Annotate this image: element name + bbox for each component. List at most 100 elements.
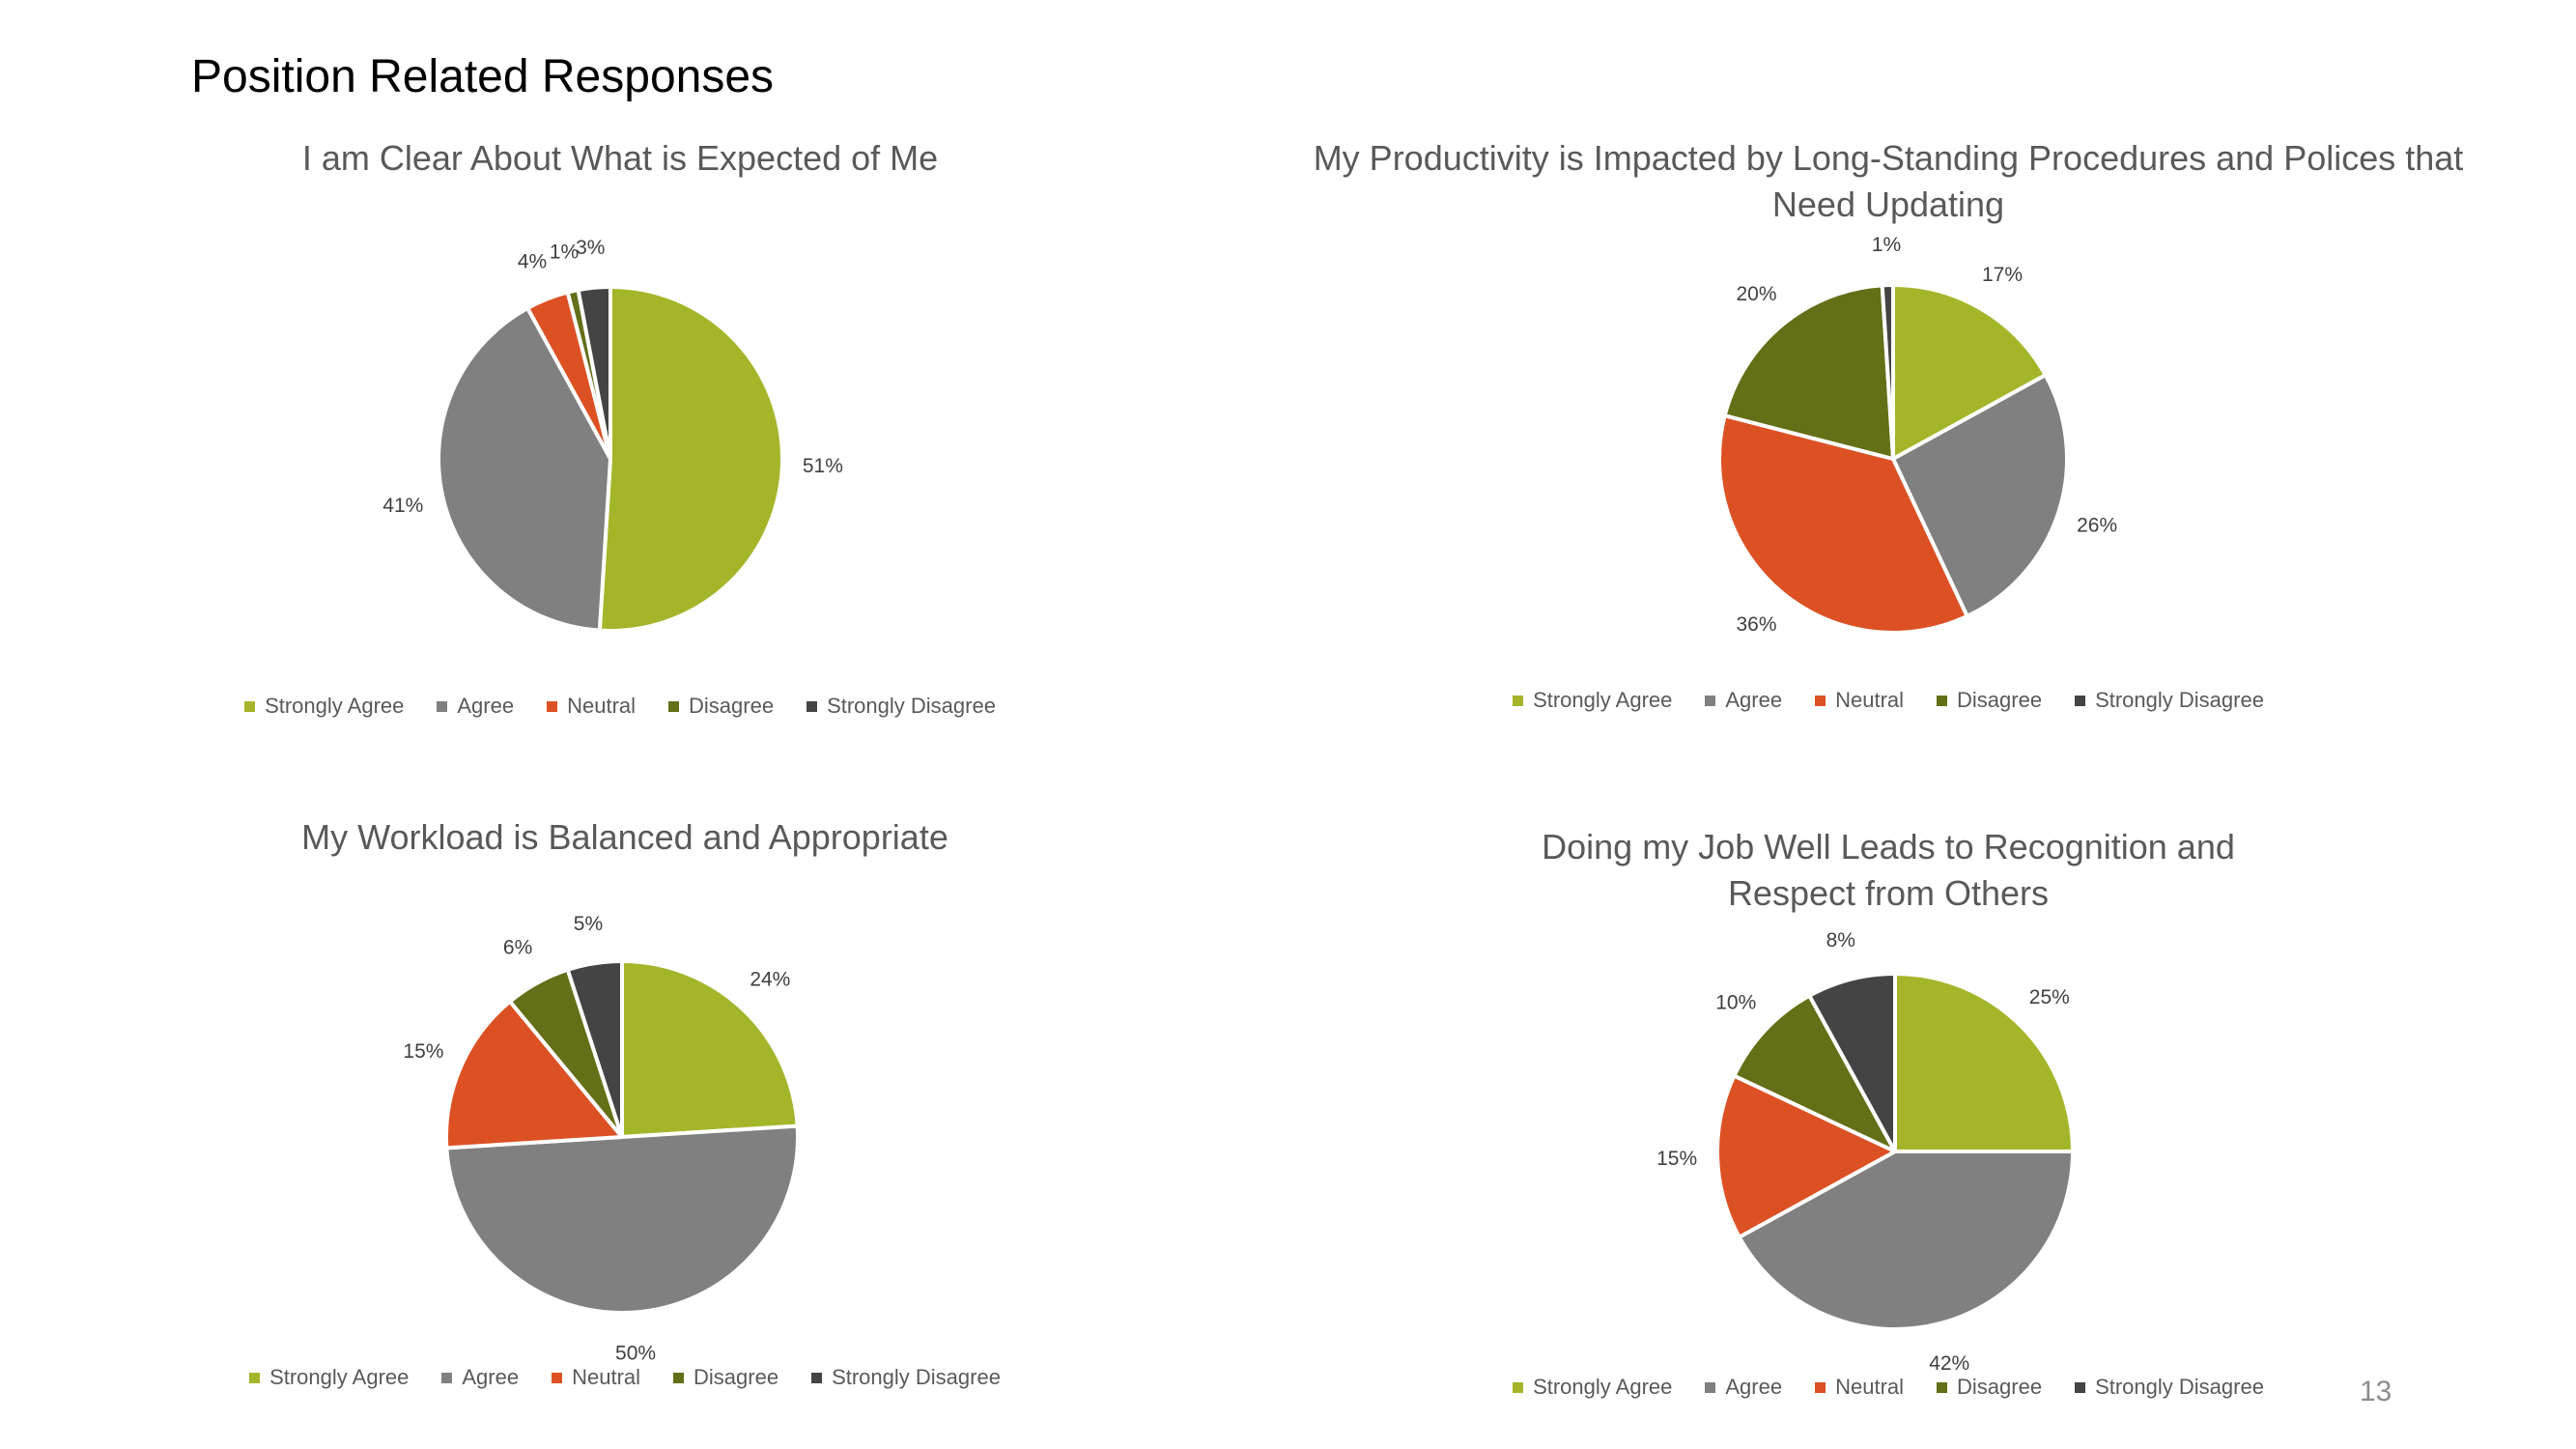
legend-label: Disagree: [694, 1365, 779, 1389]
data-label: 51%: [803, 455, 843, 477]
chart-legend: Strongly Agree Agree Neutral Disagree Strong…: [0, 1365, 1253, 1390]
data-label: 3%: [576, 237, 605, 259]
chart-title: My Workload is Balanced and Appropriate: [301, 817, 948, 857]
pie-slice-agree: [437, 306, 612, 633]
legend-swatch: [1815, 695, 1826, 706]
legend-item: Disagree: [668, 694, 774, 719]
page-number: 13: [2360, 1376, 2392, 1407]
legend-item: Disagree: [673, 1365, 778, 1390]
legend-label: Disagree: [1957, 688, 2043, 712]
pie-slice-neutral: [1717, 413, 1969, 635]
legend-item: Agree: [441, 1365, 519, 1390]
legend-item: Neutral: [552, 1365, 640, 1390]
legend-label: Strongly Agree: [1533, 688, 1673, 712]
legend-swatch: [807, 700, 818, 712]
legend-item: Neutral: [1815, 1375, 1904, 1400]
pie-slice-neutral: [1715, 1073, 1897, 1239]
legend-swatch: [1705, 695, 1716, 706]
pie-slice-strongly-disagree: [576, 285, 612, 461]
data-label: 15%: [403, 1040, 443, 1063]
data-label: 25%: [2029, 986, 2070, 1009]
pie-slice-strongly-disagree: [1880, 283, 1895, 461]
legend-label: Neutral: [572, 1365, 641, 1389]
legend-swatch: [1937, 695, 1948, 706]
legend-label: Disagree: [1957, 1375, 2043, 1399]
legend-swatch: [673, 1372, 685, 1383]
legend-item: Strongly Agree: [249, 1365, 409, 1390]
pie-slice-strongly-agree: [1893, 972, 2075, 1153]
pie-svg: 51% 41% 4% 1%3%: [382, 237, 843, 633]
legend-label: Agree: [1725, 1375, 1783, 1399]
data-label: 20%: [1736, 283, 1776, 305]
legend-swatch: [811, 1372, 823, 1383]
pie-slice-strongly-disagree: [1807, 972, 1897, 1153]
data-label: 1%: [1872, 234, 1901, 256]
pie-slice-disagree: [1722, 283, 1895, 461]
legend-swatch: [441, 1372, 453, 1383]
legend-label: Strongly Agree: [1533, 1375, 1673, 1399]
legend-swatch: [249, 1372, 261, 1383]
legend-label: Strongly Disagree: [832, 1365, 1001, 1389]
data-label: 15%: [1656, 1148, 1697, 1170]
legend-item: Disagree: [1937, 1375, 2042, 1400]
pie-slice-agree: [444, 1123, 800, 1315]
legend-label: Agree: [1725, 688, 1783, 712]
legend-item: Agree: [1705, 1375, 1782, 1400]
legend-swatch: [1815, 1381, 1826, 1393]
data-label: 5%: [574, 913, 603, 935]
pie-slice-strongly-agree: [620, 959, 800, 1139]
legend-item: Strongly Agree: [244, 694, 404, 719]
chart-legend: Strongly Agree Agree Neutral Disagree Strong…: [1260, 688, 2516, 713]
legend-label: Strongly Disagree: [2095, 688, 2264, 712]
legend-item: Strongly Disagree: [2075, 1375, 2264, 1400]
data-label: 50%: [615, 1343, 656, 1365]
chart-title: Doing my Job Well Leads to Recognition a…: [1542, 827, 2235, 913]
legend-label: Strongly Disagree: [2095, 1375, 2264, 1399]
legend-label: Agree: [462, 1365, 520, 1389]
legend-label: Agree: [457, 694, 515, 718]
pie-slice-disagree: [1732, 993, 1897, 1153]
legend-swatch: [2075, 1381, 2086, 1393]
legend-swatch: [552, 1372, 563, 1383]
chart-legend: Strongly Agree Agree Neutral Disagree Strong…: [0, 694, 1248, 719]
legend-item: Disagree: [1937, 688, 2042, 713]
legend-label: Disagree: [689, 694, 775, 718]
data-label: 17%: [1982, 264, 2023, 286]
pie-slice-neutral: [444, 999, 624, 1151]
pie-slice-strongly-agree: [1891, 283, 2048, 461]
data-label: 6%: [503, 937, 532, 959]
data-label: 41%: [382, 495, 423, 517]
legend-item: Agree: [437, 694, 514, 719]
data-label: 26%: [2077, 515, 2117, 537]
legend-item: Strongly Disagree: [807, 694, 996, 719]
pie-slice-strongly-disagree: [565, 959, 624, 1139]
legend-label: Neutral: [1835, 1375, 1905, 1399]
data-label: 36%: [1736, 613, 1776, 636]
legend-swatch: [1513, 1381, 1524, 1393]
legend-label: Strongly Disagree: [827, 694, 996, 718]
data-label: 8%: [1826, 929, 1855, 952]
legend-label: Strongly Agree: [269, 1365, 410, 1389]
chart-title: I am Clear About What is Expected of Me: [301, 138, 939, 178]
legend-item: Neutral: [547, 694, 636, 719]
data-label: 42%: [1929, 1352, 1969, 1375]
legend-swatch: [1937, 1381, 1948, 1393]
chart-legend: Strongly Agree Agree Neutral Disagree Strong…: [1260, 1375, 2516, 1400]
legend-swatch: [547, 700, 558, 712]
pie-slice-strongly-agree: [597, 285, 784, 633]
pie-chart-workload: My Workload is Balanced and Appropriate …: [0, 807, 1253, 1415]
pie-svg: 24% 50% 15% 6% 5%: [403, 913, 800, 1365]
legend-item: Strongly Agree: [1513, 688, 1672, 713]
data-label: 4%: [518, 250, 547, 272]
data-label: 1%: [550, 241, 579, 263]
legend-label: Strongly Agree: [265, 694, 405, 718]
pie-chart-productivity: My Productivity is Impacted by Long-Stan…: [1260, 126, 2516, 734]
legend-label: Neutral: [567, 694, 637, 718]
legend-item: Neutral: [1815, 688, 1904, 713]
legend-item: Strongly Disagree: [811, 1365, 1001, 1390]
data-label: 10%: [1715, 991, 1756, 1013]
legend-swatch: [1513, 695, 1524, 706]
chart-title: My Productivity is Impacted by Long-Stan…: [1313, 138, 2464, 224]
data-label: 24%: [750, 969, 790, 991]
legend-swatch: [668, 700, 680, 712]
